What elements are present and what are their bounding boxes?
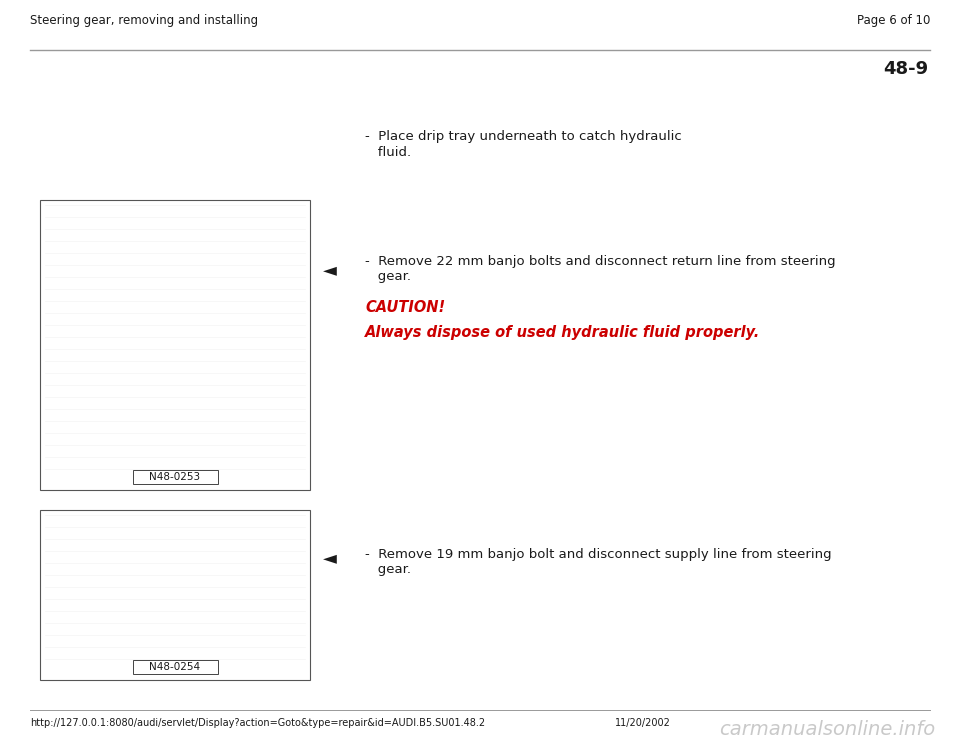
Text: Steering gear, removing and installing: Steering gear, removing and installing bbox=[30, 14, 258, 27]
Bar bbox=[132, 660, 218, 674]
Text: fluid.: fluid. bbox=[365, 146, 411, 159]
Text: -  Place drip tray underneath to catch hydraulic: - Place drip tray underneath to catch hy… bbox=[365, 130, 682, 143]
Text: N48-0254: N48-0254 bbox=[150, 662, 201, 672]
Text: N48-0253: N48-0253 bbox=[150, 472, 201, 482]
Text: -  Remove 22 mm banjo bolts and disconnect return line from steering: - Remove 22 mm banjo bolts and disconnec… bbox=[365, 255, 835, 268]
Bar bbox=[40, 510, 310, 680]
Text: 11/20/2002: 11/20/2002 bbox=[615, 718, 671, 728]
Text: 48-9: 48-9 bbox=[883, 60, 928, 78]
Text: Page 6 of 10: Page 6 of 10 bbox=[856, 14, 930, 27]
Text: http://127.0.0.1:8080/audi/servlet/Display?action=Goto&type=repair&id=AUDI.B5.SU: http://127.0.0.1:8080/audi/servlet/Displ… bbox=[30, 718, 485, 728]
Text: -  Remove 19 mm banjo bolt and disconnect supply line from steering: - Remove 19 mm banjo bolt and disconnect… bbox=[365, 548, 831, 561]
Text: CAUTION!: CAUTION! bbox=[365, 300, 445, 315]
Bar bbox=[132, 470, 218, 484]
Text: ◄: ◄ bbox=[324, 549, 337, 567]
Text: gear.: gear. bbox=[365, 270, 411, 283]
Bar bbox=[40, 200, 310, 490]
Text: carmanualsonline.info: carmanualsonline.info bbox=[719, 720, 935, 739]
Text: gear.: gear. bbox=[365, 563, 411, 576]
Text: Always dispose of used hydraulic fluid properly.: Always dispose of used hydraulic fluid p… bbox=[365, 325, 760, 340]
Text: ◄: ◄ bbox=[324, 261, 337, 279]
